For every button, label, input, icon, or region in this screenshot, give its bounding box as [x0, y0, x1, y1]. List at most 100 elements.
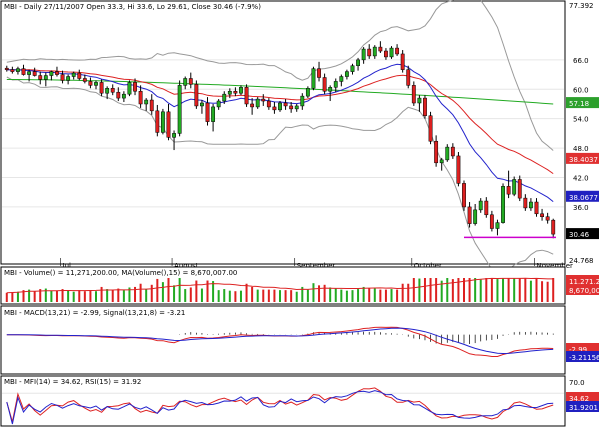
- candle-body: [127, 82, 132, 95]
- ma-mid-line: [6, 69, 554, 175]
- bollinger-upper: [6, 0, 554, 151]
- candle-body: [445, 146, 450, 161]
- candle-body: [311, 68, 316, 89]
- candle-body: [344, 71, 349, 77]
- svg-text:57.18: 57.18: [569, 100, 589, 108]
- candle-body: [339, 76, 344, 82]
- candle-body: [545, 216, 550, 221]
- candle-body: [439, 159, 444, 164]
- candle-body: [216, 100, 221, 108]
- candle-body: [110, 88, 115, 93]
- macd-value-box-1: -3.21156: [566, 351, 600, 362]
- rsi-header: MBI - MFI(14) = 34.62, RSI(15) = 31.92: [4, 378, 141, 386]
- candle-body: [356, 59, 360, 66]
- x-axis-label: September: [297, 262, 336, 270]
- macd-signal-line: [6, 327, 554, 355]
- candle-body: [489, 214, 494, 229]
- candle-body: [66, 76, 71, 81]
- rsi-lines: [2, 387, 564, 425]
- candle-body: [467, 206, 472, 224]
- x-axis-label: August: [174, 262, 199, 270]
- volume-value-box-1: 8,670,007: [566, 284, 600, 295]
- candle-body: [49, 71, 54, 76]
- price-value-boxes: 57.18 38.4037 38.0677 30.46: [566, 97, 599, 240]
- candle-body: [160, 111, 165, 133]
- y-max-label: 77.392: [569, 2, 594, 10]
- price-y-tick: 48.0: [573, 145, 589, 153]
- candle-body: [350, 65, 355, 72]
- candle-body: [305, 88, 310, 97]
- svg-text:30.46: 30.46: [569, 231, 590, 239]
- candle-body: [540, 213, 544, 217]
- candle-body: [367, 48, 372, 57]
- volume-ma-line: [6, 277, 554, 294]
- candle-body: [82, 78, 87, 82]
- price-value-box-0: 57.18: [566, 97, 599, 109]
- svg-text:-2.99: -2.99: [569, 346, 587, 354]
- candle-body: [317, 68, 321, 78]
- candle-body: [328, 87, 333, 92]
- volume-header: MBI - Volume() = 11,271,200.00, MA(Volum…: [4, 269, 237, 277]
- candle-body: [523, 197, 528, 209]
- macd-panel: MBI - MACD(13,21) = -2.99, Signal(13,21,…: [0, 305, 600, 375]
- candle-body: [155, 110, 160, 133]
- candle-body: [10, 69, 15, 72]
- candle-body: [512, 179, 517, 195]
- rsi-value-box-1: 31.9201: [566, 401, 599, 412]
- candle-body: [32, 71, 37, 76]
- candle-body: [395, 47, 400, 55]
- candle-body: [60, 74, 65, 81]
- svg-text:34.62: 34.62: [569, 395, 589, 403]
- candle-body: [261, 98, 266, 102]
- candle-body: [4, 67, 9, 70]
- candle-body: [27, 71, 32, 75]
- candle-body: [272, 106, 277, 111]
- candle-body: [239, 87, 243, 94]
- candle-body: [495, 222, 500, 229]
- candle-body: [423, 97, 427, 116]
- candle-body: [211, 106, 216, 122]
- price-value-box-3: 30.46: [566, 228, 599, 240]
- candle-body: [16, 68, 20, 72]
- candle-body: [222, 93, 227, 102]
- candle-body: [384, 50, 388, 58]
- candle-body: [300, 95, 305, 107]
- candle-body: [188, 78, 193, 85]
- candle-body: [144, 99, 149, 105]
- candle-body: [172, 133, 176, 138]
- ma-long-line: [6, 79, 554, 105]
- candle-body: [289, 105, 294, 110]
- candle-body: [283, 102, 288, 107]
- price-value-box-2: 38.0677: [566, 190, 599, 202]
- macd-header: MBI - MACD(13,21) = -2.99, Signal(13,21,…: [4, 309, 185, 317]
- candle-body: [99, 82, 104, 94]
- candle-body: [333, 81, 338, 88]
- mfi-line: [6, 387, 554, 422]
- volume-value-boxes: 11,271,2008,670,007: [566, 275, 600, 295]
- candle-body: [77, 72, 82, 79]
- price-y-tick: 54.0: [573, 116, 589, 124]
- candle-body: [389, 47, 394, 58]
- candle-body: [88, 81, 93, 86]
- candle-body: [194, 84, 199, 107]
- candle-body: [551, 219, 556, 235]
- candle-body: [177, 85, 182, 134]
- price-y-tick: 66.0: [573, 57, 589, 65]
- candle-body: [105, 88, 110, 94]
- price-panel: MBI - Daily 27/11/2007 Open 33.3, Hi 33.…: [0, 0, 599, 277]
- candle-body: [361, 48, 366, 61]
- macd-value-box-0: -2.99: [566, 343, 599, 354]
- price-header: MBI - Daily 27/11/2007 Open 33.3, Hi 33.…: [4, 3, 261, 11]
- candle-body: [233, 90, 238, 94]
- candle-body: [411, 85, 416, 104]
- candle-body: [149, 99, 154, 112]
- candle-body: [55, 71, 59, 75]
- candle-body: [21, 68, 26, 75]
- price-value-box-1: 38.4037: [566, 152, 599, 164]
- candle-body: [400, 53, 405, 70]
- candle-body: [517, 179, 522, 199]
- candle-body: [43, 75, 48, 80]
- x-axis-label: Jul: [62, 262, 72, 270]
